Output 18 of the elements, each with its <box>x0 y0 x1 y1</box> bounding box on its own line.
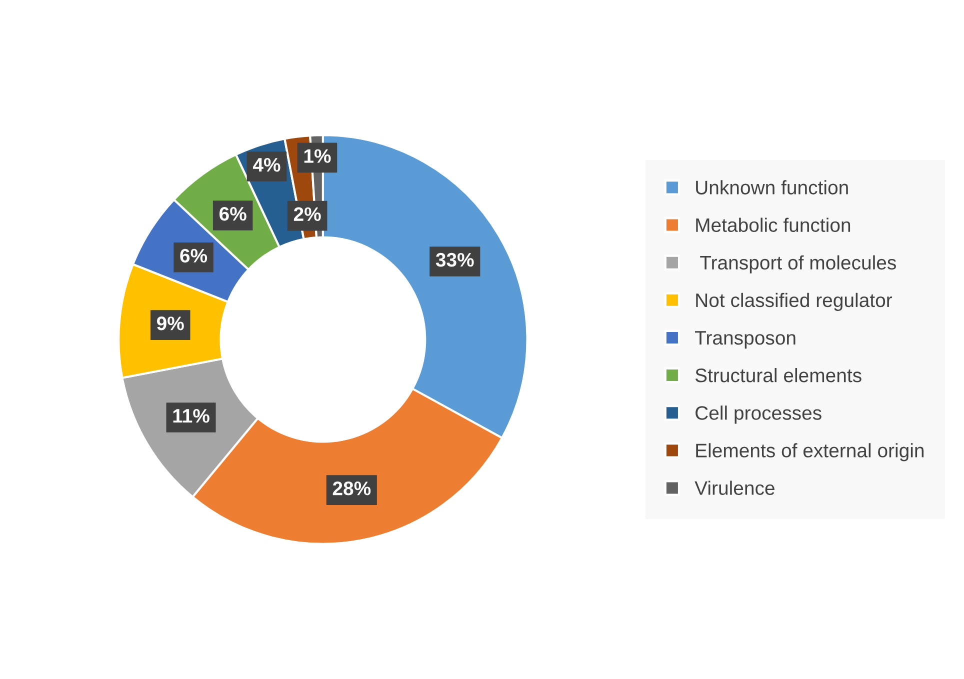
data-label: 6% <box>180 248 208 263</box>
data-label: 6% <box>220 206 246 221</box>
legend-label: Unknown function <box>696 180 848 194</box>
legend-label: Transposon <box>695 331 796 349</box>
data-label: 4% <box>252 158 280 172</box>
data-label: 2% <box>294 207 321 221</box>
legend-label: Not classified regulator <box>696 292 892 311</box>
legend-label: Structural elements <box>695 368 862 382</box>
data-label: 28% <box>332 482 371 496</box>
data-label: 9% <box>156 316 184 330</box>
legend-label: Transport of molecules <box>700 255 896 274</box>
legend-label: Elements of external origin <box>696 443 924 462</box>
data-label: 33% <box>436 252 474 267</box>
legend-label: Cell processes <box>696 406 822 424</box>
data-label: 1% <box>304 149 331 163</box>
data-label: 11% <box>173 409 210 423</box>
legend-label: Metabolic function <box>696 218 850 232</box>
legend-label: Virulence <box>694 480 774 495</box>
